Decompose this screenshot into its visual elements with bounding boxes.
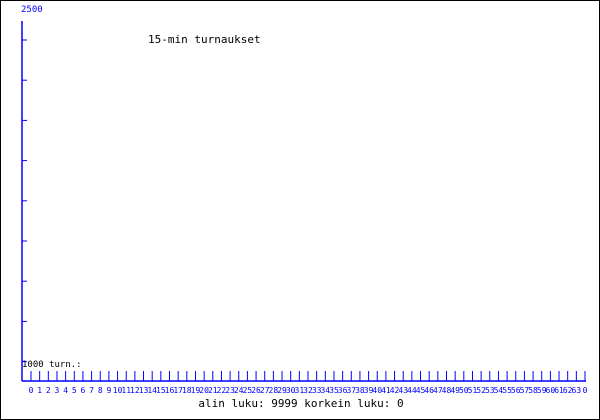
footer-stats: alin luku: 9999 korkein luku: 0	[198, 397, 403, 410]
x-tick-label: 51	[468, 386, 478, 395]
x-tick-label: 59	[537, 386, 547, 395]
x-tick-label: 27	[260, 386, 270, 395]
x-tick-label: 30	[286, 386, 296, 395]
x-tick-label: 28	[269, 386, 279, 395]
x-tick-label: 4	[63, 386, 68, 395]
x-tick-label: 44	[407, 386, 417, 395]
x-tick-label: 16	[165, 386, 175, 395]
x-tick-label: 37	[346, 386, 356, 395]
x-tick-label: 43	[398, 386, 408, 395]
x-tick-label: 36	[338, 386, 348, 395]
x-tick-label: 21	[208, 386, 218, 395]
x-tick-label: 47	[433, 386, 443, 395]
x-tick-label: 9	[106, 386, 111, 395]
x-tick-label: 11	[121, 386, 131, 395]
x-tick-label: 24	[234, 386, 244, 395]
x-tick-label: 48	[442, 386, 452, 395]
x-tick-label: 6	[81, 386, 86, 395]
x-tick-label: 61	[554, 386, 564, 395]
x-tick-label: 52	[476, 386, 486, 395]
x-tick-label: 35	[329, 386, 339, 395]
x-tick-label: 34	[320, 386, 330, 395]
x-tick-label: 29	[277, 386, 287, 395]
x-tick-label: 18	[182, 386, 192, 395]
x-tick-label: 55	[502, 386, 512, 395]
y-top-label: 2500	[21, 5, 43, 15]
x-tick-label: 33	[312, 386, 322, 395]
x-tick-label: 19	[191, 386, 201, 395]
x-tick-label: 0	[583, 386, 588, 395]
x-tick-label: 23	[225, 386, 235, 395]
x-tick-label: 26	[251, 386, 261, 395]
y-bottom-label: 1000 turn.:	[22, 360, 82, 370]
x-tick-label: 31	[295, 386, 305, 395]
x-tick-label: 5	[72, 386, 77, 395]
x-tick-label: 57	[520, 386, 530, 395]
x-tick-label: 46	[424, 386, 434, 395]
x-tick-label: 25	[243, 386, 253, 395]
x-tick-label: 15	[156, 386, 166, 395]
x-tick-label: 2	[46, 386, 51, 395]
x-tick-label: 54	[494, 386, 504, 395]
x-tick-label: 60	[546, 386, 556, 395]
x-tick-label: 56	[511, 386, 521, 395]
x-tick-label: 49	[450, 386, 460, 395]
x-tick-label: 12	[130, 386, 140, 395]
x-tick-label: 58	[528, 386, 538, 395]
x-tick-label: 0	[29, 386, 34, 395]
x-tick-label: 1	[37, 386, 42, 395]
x-tick-label: 41	[381, 386, 391, 395]
x-tick-label: 38	[355, 386, 365, 395]
x-tick-label: 62	[563, 386, 573, 395]
x-tick-label: 22	[217, 386, 227, 395]
x-tick-label: 17	[173, 386, 183, 395]
x-tick-label: 32	[303, 386, 313, 395]
x-tick-label: 39	[364, 386, 374, 395]
x-tick-label: 42	[390, 386, 400, 395]
x-tick-label: 14	[147, 386, 157, 395]
x-tick-label: 50	[459, 386, 469, 395]
x-tick-label: 20	[199, 386, 209, 395]
x-tick-label: 13	[139, 386, 149, 395]
x-tick-label: 7	[89, 386, 94, 395]
chart-title: 15-min turnaukset	[148, 33, 261, 46]
x-tick-label: 40	[372, 386, 382, 395]
x-tick-label: 45	[416, 386, 426, 395]
x-tick-label: 8	[98, 386, 103, 395]
x-tick-label: 63	[572, 386, 582, 395]
x-tick-label: 53	[485, 386, 495, 395]
x-tick-label: 10	[113, 386, 123, 395]
x-tick-label: 3	[55, 386, 60, 395]
